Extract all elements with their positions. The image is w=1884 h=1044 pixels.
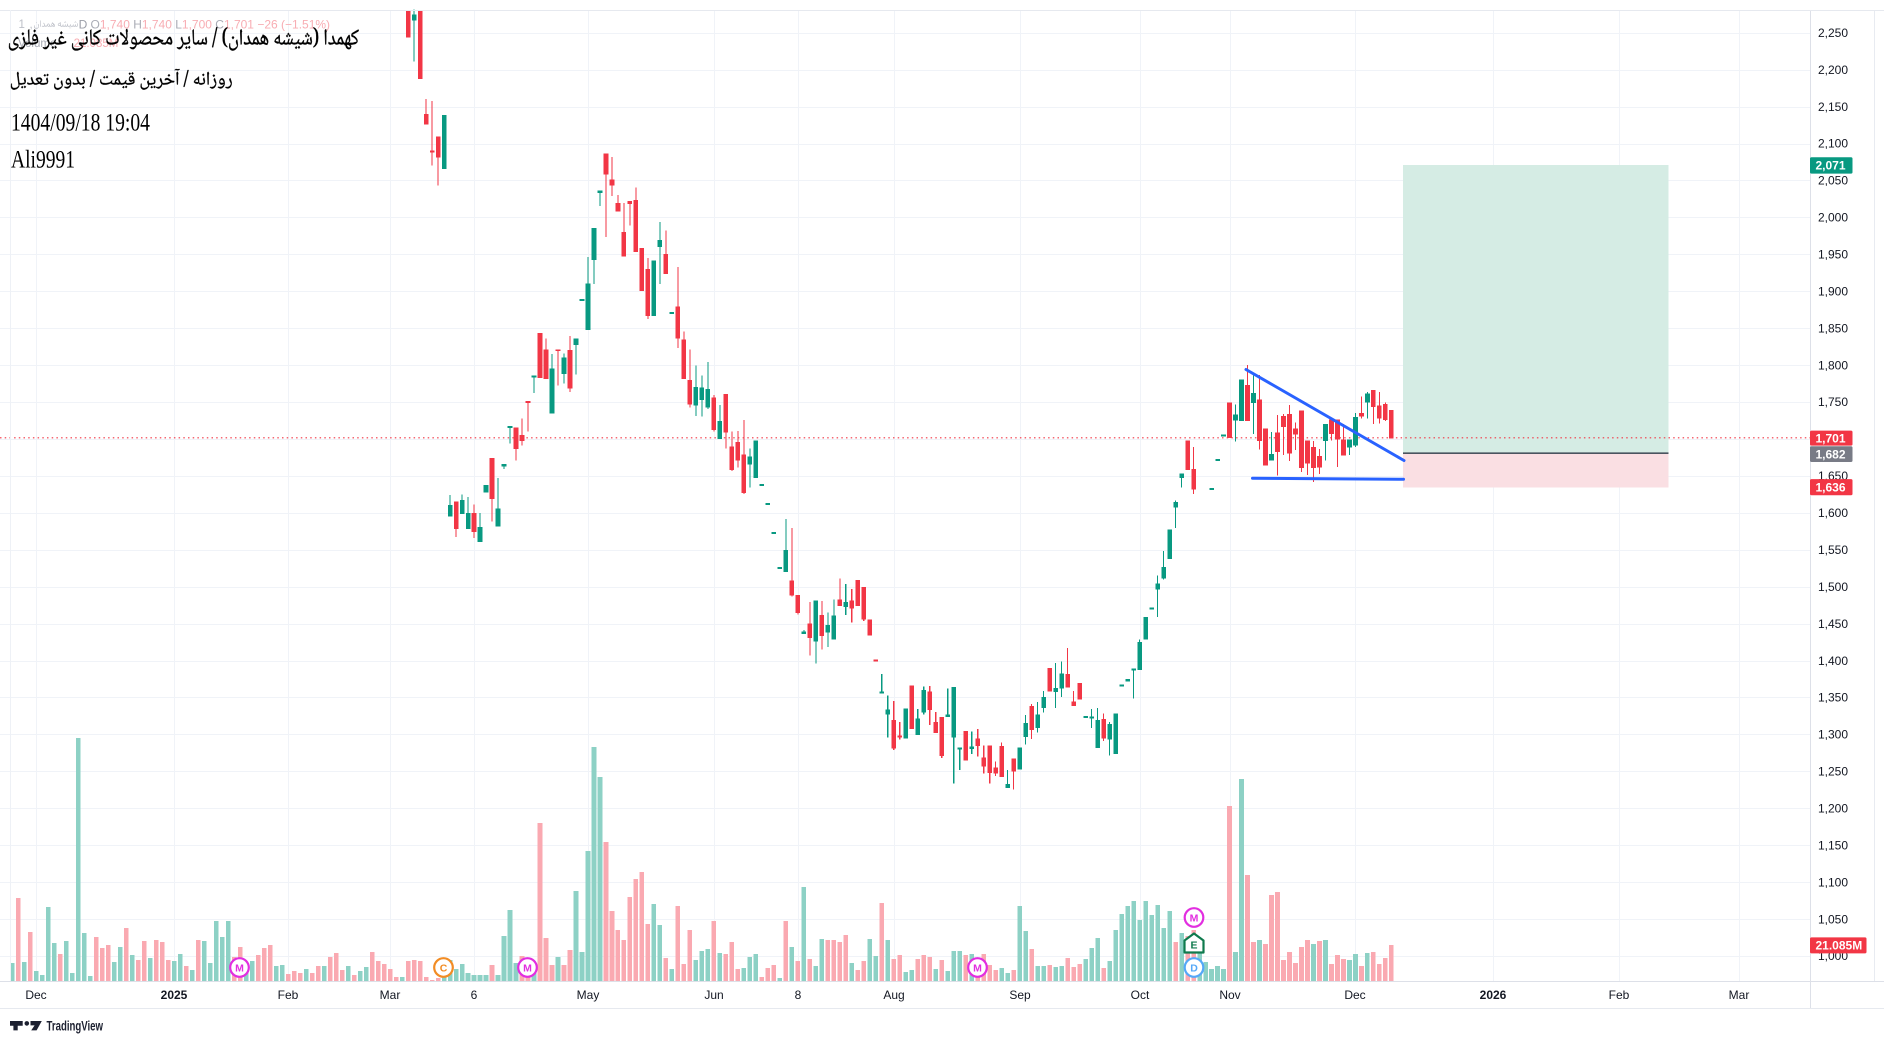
svg-text:1,200: 1,200 — [1818, 802, 1848, 816]
svg-text:M: M — [973, 962, 982, 974]
svg-text:1,350: 1,350 — [1818, 691, 1848, 705]
svg-text:Jun: Jun — [704, 988, 723, 1002]
svg-text:21.085M: 21.085M — [1816, 939, 1863, 953]
svg-text:Nov: Nov — [1219, 988, 1240, 1002]
svg-text:2,071: 2,071 — [1816, 159, 1846, 173]
svg-text:Sep: Sep — [1009, 988, 1031, 1002]
svg-text:Aug: Aug — [883, 988, 904, 1002]
svg-text:1,701: 1,701 — [1816, 431, 1846, 445]
svg-text:8: 8 — [795, 988, 802, 1002]
svg-text:1,500: 1,500 — [1818, 580, 1848, 594]
svg-text:2,050: 2,050 — [1818, 174, 1848, 188]
svg-text:,: , — [30, 19, 33, 31]
svg-text:2026: 2026 — [1480, 988, 1507, 1002]
svg-text:1,682: 1,682 — [1816, 447, 1846, 461]
svg-text:May: May — [577, 988, 600, 1002]
svg-text:1,400: 1,400 — [1818, 654, 1848, 668]
svg-text:1,050: 1,050 — [1818, 912, 1848, 926]
svg-text:C: C — [440, 962, 448, 974]
svg-text:Ali9991: Ali9991 — [11, 147, 75, 174]
svg-text:Dec: Dec — [1344, 988, 1365, 1002]
svg-text:1,250: 1,250 — [1818, 765, 1848, 779]
svg-text:1,600: 1,600 — [1818, 506, 1848, 520]
svg-text:1,636: 1,636 — [1816, 480, 1846, 494]
svg-text:6: 6 — [471, 988, 478, 1002]
svg-text:2,150: 2,150 — [1818, 100, 1848, 114]
svg-text:D: D — [1190, 962, 1198, 974]
svg-text:1,100: 1,100 — [1818, 875, 1848, 889]
svg-text:M: M — [1190, 912, 1199, 924]
svg-text:O1,740 H1,740 L1,700 C1,701: O1,740 H1,740 L1,700 C1,701 −26 (−1.51%) — [91, 18, 331, 32]
svg-text:M: M — [235, 962, 244, 974]
svg-text:2,250: 2,250 — [1818, 26, 1848, 40]
svg-text:D: D — [79, 18, 88, 32]
svg-text:Feb: Feb — [1609, 988, 1630, 1002]
svg-text:E: E — [1190, 939, 1197, 951]
svg-text:2025: 2025 — [161, 988, 188, 1002]
svg-text:1,950: 1,950 — [1818, 248, 1848, 262]
svg-text:M: M — [523, 962, 532, 974]
svg-text:Mar: Mar — [1729, 988, 1750, 1002]
svg-text:Mar: Mar — [380, 988, 401, 1002]
svg-text:Feb: Feb — [278, 988, 299, 1002]
svg-text:1,150: 1,150 — [1818, 838, 1848, 852]
svg-text:1: 1 — [19, 19, 25, 31]
svg-text:1,450: 1,450 — [1818, 617, 1848, 631]
svg-text:1,850: 1,850 — [1818, 321, 1848, 335]
svg-text:1,550: 1,550 — [1818, 543, 1848, 557]
svg-text:Oct: Oct — [1131, 988, 1150, 1002]
svg-text:1,750: 1,750 — [1818, 395, 1848, 409]
svg-text:1,300: 1,300 — [1818, 728, 1848, 742]
svg-text:2,000: 2,000 — [1818, 211, 1848, 225]
svg-text:1404/09/18 19:04: 1404/09/18 19:04 — [11, 110, 150, 137]
svg-text:1,900: 1,900 — [1818, 285, 1848, 299]
svg-text:1,800: 1,800 — [1818, 358, 1848, 372]
svg-text:2,100: 2,100 — [1818, 137, 1848, 151]
svg-text:2,200: 2,200 — [1818, 63, 1848, 77]
svg-text:Dec: Dec — [25, 988, 46, 1002]
svg-text:TradingView: TradingView — [47, 1019, 104, 1034]
